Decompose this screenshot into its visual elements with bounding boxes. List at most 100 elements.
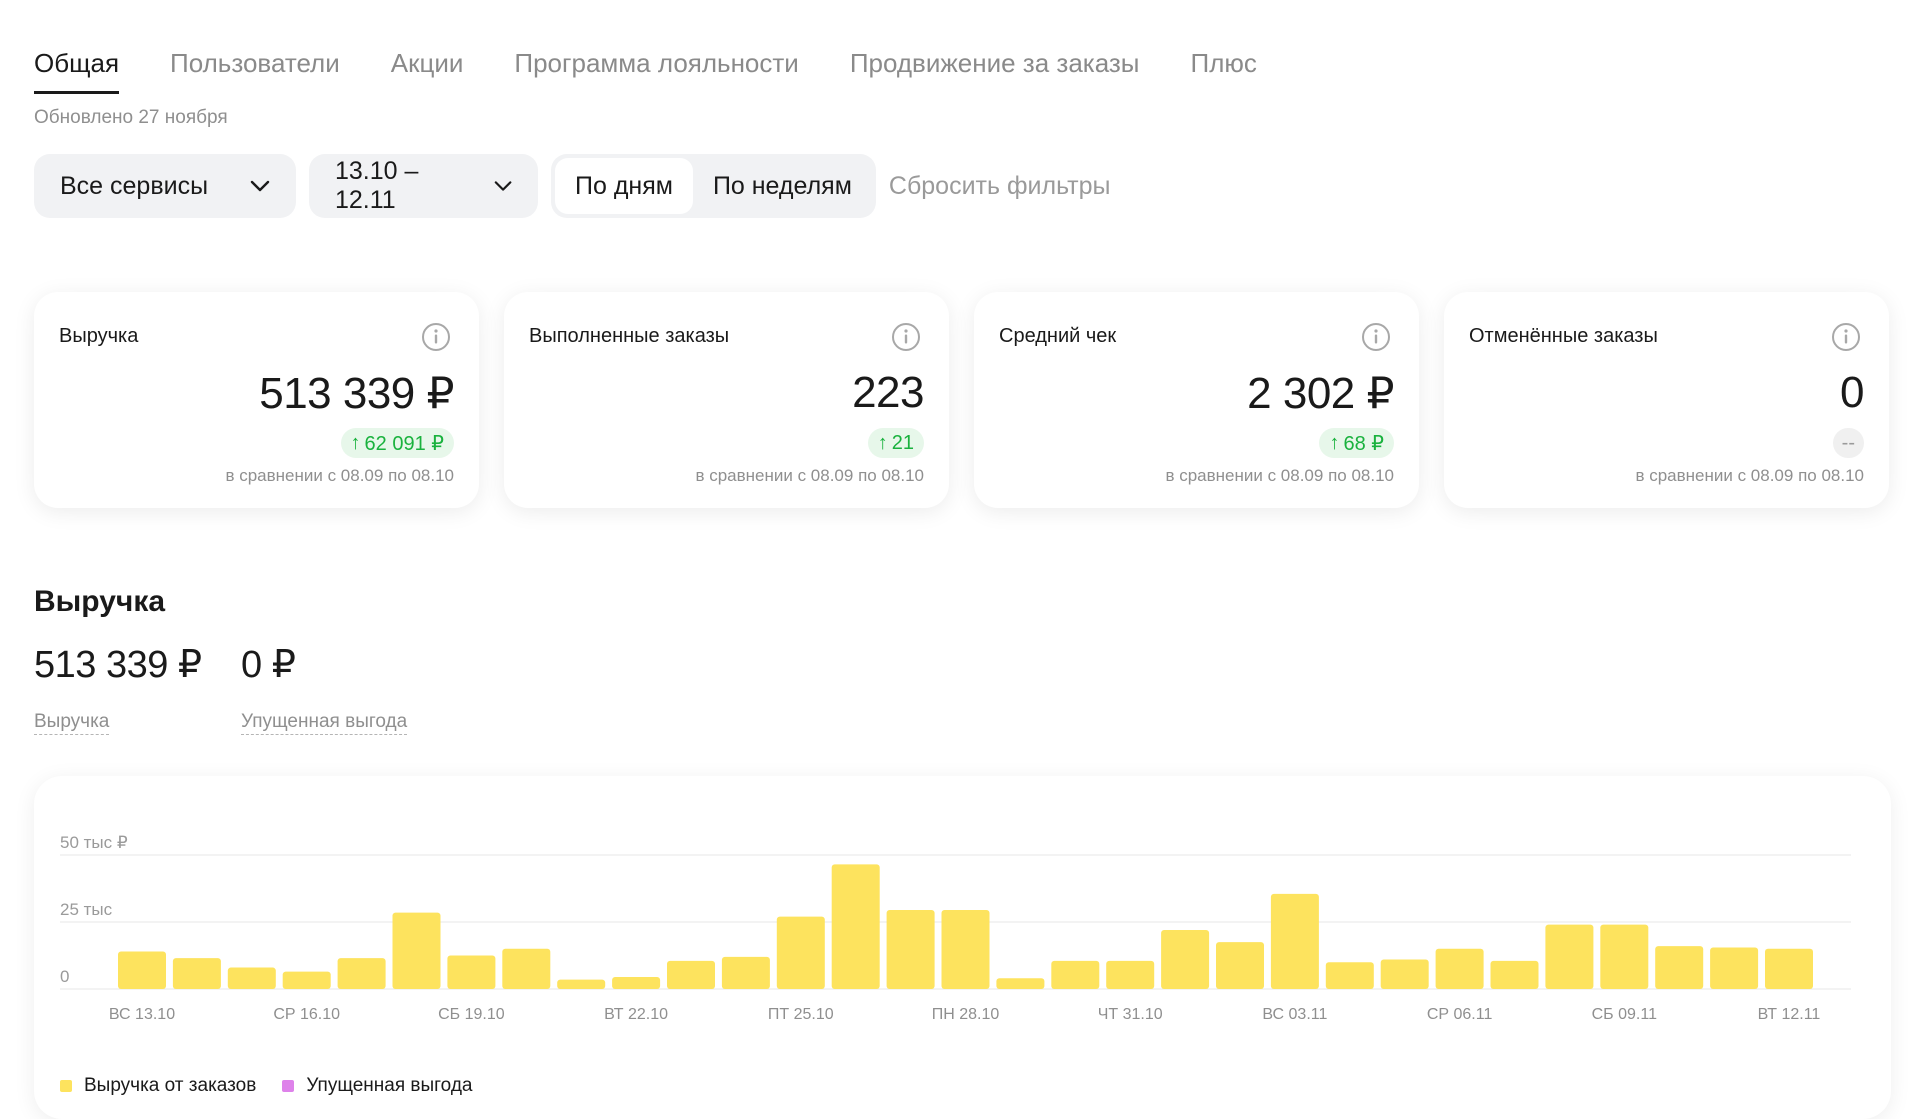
filters-bar: Все сервисы 13.10 – 12.11 По дням По нед… bbox=[34, 154, 1110, 218]
chart-bar bbox=[996, 978, 1045, 989]
tab-loyalty-program[interactable]: Программа лояльности bbox=[514, 48, 799, 78]
average-check-card: Средний чек 2 302 ₽ ↑ 68 ₽ в сравнении с … bbox=[974, 292, 1419, 508]
chart-bar bbox=[282, 971, 331, 989]
arrow-up-icon: ↑ bbox=[350, 431, 361, 454]
info-icon[interactable] bbox=[421, 322, 451, 352]
comparison-period: в сравнении с 08.09 по 08.10 bbox=[1635, 466, 1864, 485]
cancelled-orders-card: Отменённые заказы 0 -- в сравнении с 08.… bbox=[1444, 292, 1889, 508]
legend-swatch-lost-profit bbox=[282, 1080, 295, 1092]
date-range-dropdown[interactable]: 13.10 – 12.11 bbox=[309, 154, 538, 218]
x-tick-label: СР 16.10 bbox=[273, 1006, 340, 1023]
chart-bar bbox=[1106, 960, 1155, 989]
info-icon[interactable] bbox=[891, 322, 921, 352]
x-tick-label: ПН 28.10 bbox=[932, 1006, 1000, 1023]
chart-bar bbox=[776, 916, 825, 989]
chart-bar bbox=[1490, 960, 1539, 989]
y-tick-label: 0 bbox=[60, 967, 69, 986]
comparison-period: в сравнении с 08.09 по 08.10 bbox=[225, 466, 454, 485]
chart-bar bbox=[1710, 947, 1759, 989]
x-tick-label: СР 06.11 bbox=[1427, 1006, 1493, 1023]
chart-bar bbox=[1655, 946, 1704, 989]
chart-bar bbox=[337, 958, 386, 989]
comparison-period: в сравнении с 08.09 по 08.10 bbox=[1165, 466, 1394, 485]
services-dropdown[interactable]: Все сервисы bbox=[34, 154, 296, 218]
card-title: Средний чек bbox=[999, 325, 1117, 347]
chart-bar bbox=[721, 956, 770, 989]
chart-bar bbox=[831, 864, 880, 989]
chart-bar bbox=[392, 912, 441, 989]
lost-profit-label[interactable]: Упущенная выгода bbox=[241, 711, 408, 735]
by-weeks-option[interactable]: По неделям bbox=[712, 171, 852, 200]
delta-value: 68 ₽ bbox=[1343, 432, 1384, 455]
chart-bar bbox=[447, 955, 496, 989]
x-tick-label: ВС 03.11 bbox=[1262, 1006, 1327, 1023]
card-title: Отменённые заказы bbox=[1469, 325, 1658, 347]
date-range-label: 13.10 – 12.11 bbox=[335, 157, 419, 214]
x-tick-label: ВТ 22.10 bbox=[604, 1006, 668, 1023]
revenue-metric-label[interactable]: Выручка bbox=[34, 711, 110, 735]
completed-orders-card: Выполненные заказы 223 ↑ 21 в сравнении с… bbox=[504, 292, 949, 508]
chart-bar bbox=[1270, 893, 1319, 989]
chart-bar bbox=[1216, 942, 1264, 989]
revenue-section-title: Выручка bbox=[34, 585, 166, 618]
chevron-down-icon bbox=[494, 181, 512, 191]
info-icon[interactable] bbox=[1831, 322, 1861, 352]
delta-badge: ↑ 62 091 ₽ bbox=[340, 428, 454, 458]
card-title: Выручка bbox=[59, 325, 139, 347]
delta-badge: ↑ 68 ₽ bbox=[1319, 428, 1394, 458]
revenue-metric: 513 339 ₽ Выручка bbox=[34, 642, 202, 735]
chart-bar bbox=[1161, 930, 1210, 989]
legend-label: Выручка от заказов bbox=[84, 1075, 257, 1096]
chart-bar bbox=[941, 909, 990, 989]
services-dropdown-label: Все сервисы bbox=[60, 171, 209, 200]
updated-date: Обновлено 27 ноября bbox=[34, 107, 228, 128]
revenue-metric-value: 513 339 ₽ bbox=[34, 644, 202, 686]
legend-item-lost-profit[interactable]: Упущенная выгода bbox=[282, 1075, 473, 1097]
chart-legend: Выручка от заказов Упущенная выгода bbox=[60, 1075, 473, 1097]
reset-filters-link[interactable]: Сбросить фильтры bbox=[888, 171, 1111, 200]
revenue-chart-card: 0 25 тыс 50 тыс ₽ ВС 13.10 СР 16.10 СБ 19.10 В… bbox=[34, 776, 1891, 1119]
lost-profit-value: 0 ₽ bbox=[241, 644, 296, 686]
y-tick-label: 50 тыс ₽ bbox=[60, 833, 128, 852]
chart-bar bbox=[1765, 948, 1813, 989]
chart-bar bbox=[1380, 959, 1429, 989]
delta-value: 62 091 ₽ bbox=[364, 432, 444, 455]
tab-general[interactable]: Общая bbox=[34, 48, 120, 94]
x-tick-label: ВТ 12.11 bbox=[1758, 1006, 1821, 1023]
x-tick-label: ПТ 25.10 bbox=[768, 1006, 834, 1023]
x-tick-label: ВС 13.10 bbox=[109, 1006, 175, 1023]
tab-users[interactable]: Пользователи bbox=[170, 48, 340, 78]
summary-cards: Выручка 513 339 ₽ ↑ 62 091 ₽ в сравнении … bbox=[34, 292, 1889, 508]
legend-item-revenue[interactable]: Выручка от заказов bbox=[60, 1075, 256, 1097]
card-value: 223 bbox=[852, 368, 924, 417]
card-title: Выполненные заказы bbox=[529, 325, 730, 347]
x-tick-label: ЧТ 31.10 bbox=[1098, 1006, 1163, 1023]
chart-bar bbox=[667, 960, 715, 989]
chart-bar bbox=[1435, 948, 1484, 989]
comparison-period: в сравнении с 08.09 по 08.10 bbox=[695, 466, 924, 485]
chart-bar bbox=[227, 967, 276, 989]
chart-bar bbox=[1325, 962, 1374, 989]
legend-label: Упущенная выгода bbox=[306, 1075, 473, 1096]
y-tick-label: 25 тыс bbox=[60, 900, 113, 919]
x-tick-label: СБ 09.11 bbox=[1592, 1006, 1657, 1023]
delta-value: -- bbox=[1841, 431, 1855, 454]
revenue-card: Выручка 513 339 ₽ ↑ 62 091 ₽ в сравнении … bbox=[34, 292, 479, 508]
tab-order-promotion[interactable]: Продвижение за заказы bbox=[849, 48, 1140, 78]
delta-badge: -- bbox=[1832, 428, 1864, 458]
chart-bar bbox=[1545, 924, 1594, 989]
chart-bar bbox=[118, 951, 166, 989]
info-icon[interactable] bbox=[1361, 322, 1391, 352]
chart-bar bbox=[612, 976, 661, 989]
x-tick-label: СБ 19.10 bbox=[438, 1006, 505, 1023]
tab-promotions[interactable]: Акции bbox=[390, 48, 464, 78]
arrow-up-icon: ↑ bbox=[1329, 431, 1340, 454]
chart-bar bbox=[502, 948, 551, 989]
tab-plus[interactable]: Плюс bbox=[1190, 48, 1257, 78]
chart-bar bbox=[172, 958, 221, 989]
tabs-nav: Общая Пользователи Акции Программа лояль… bbox=[34, 48, 1257, 94]
delta-badge: ↑ 21 bbox=[867, 428, 924, 458]
chart-bar bbox=[1051, 960, 1100, 989]
card-value: 0 bbox=[1840, 368, 1864, 417]
by-days-option[interactable]: По дням bbox=[555, 158, 693, 214]
